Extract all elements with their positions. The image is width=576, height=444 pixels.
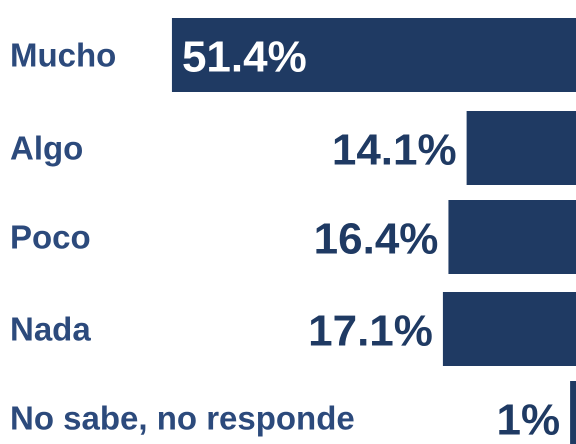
category-label: No sabe, no responde: [10, 400, 355, 437]
category-label: Algo: [10, 130, 83, 167]
value-label: 51.4%: [182, 33, 307, 82]
category-label: Mucho: [10, 37, 116, 74]
category-label: Nada: [10, 311, 91, 348]
bar: [442, 292, 576, 366]
bar: [466, 111, 576, 185]
bar: [570, 381, 576, 444]
value-label: 14.1%: [332, 126, 457, 175]
value-label: 1%: [497, 396, 561, 444]
value-label: 16.4%: [314, 215, 439, 264]
value-label: 17.1%: [308, 307, 433, 356]
category-label: Poco: [10, 219, 91, 256]
bar: [171, 18, 576, 92]
bar: [448, 200, 576, 274]
